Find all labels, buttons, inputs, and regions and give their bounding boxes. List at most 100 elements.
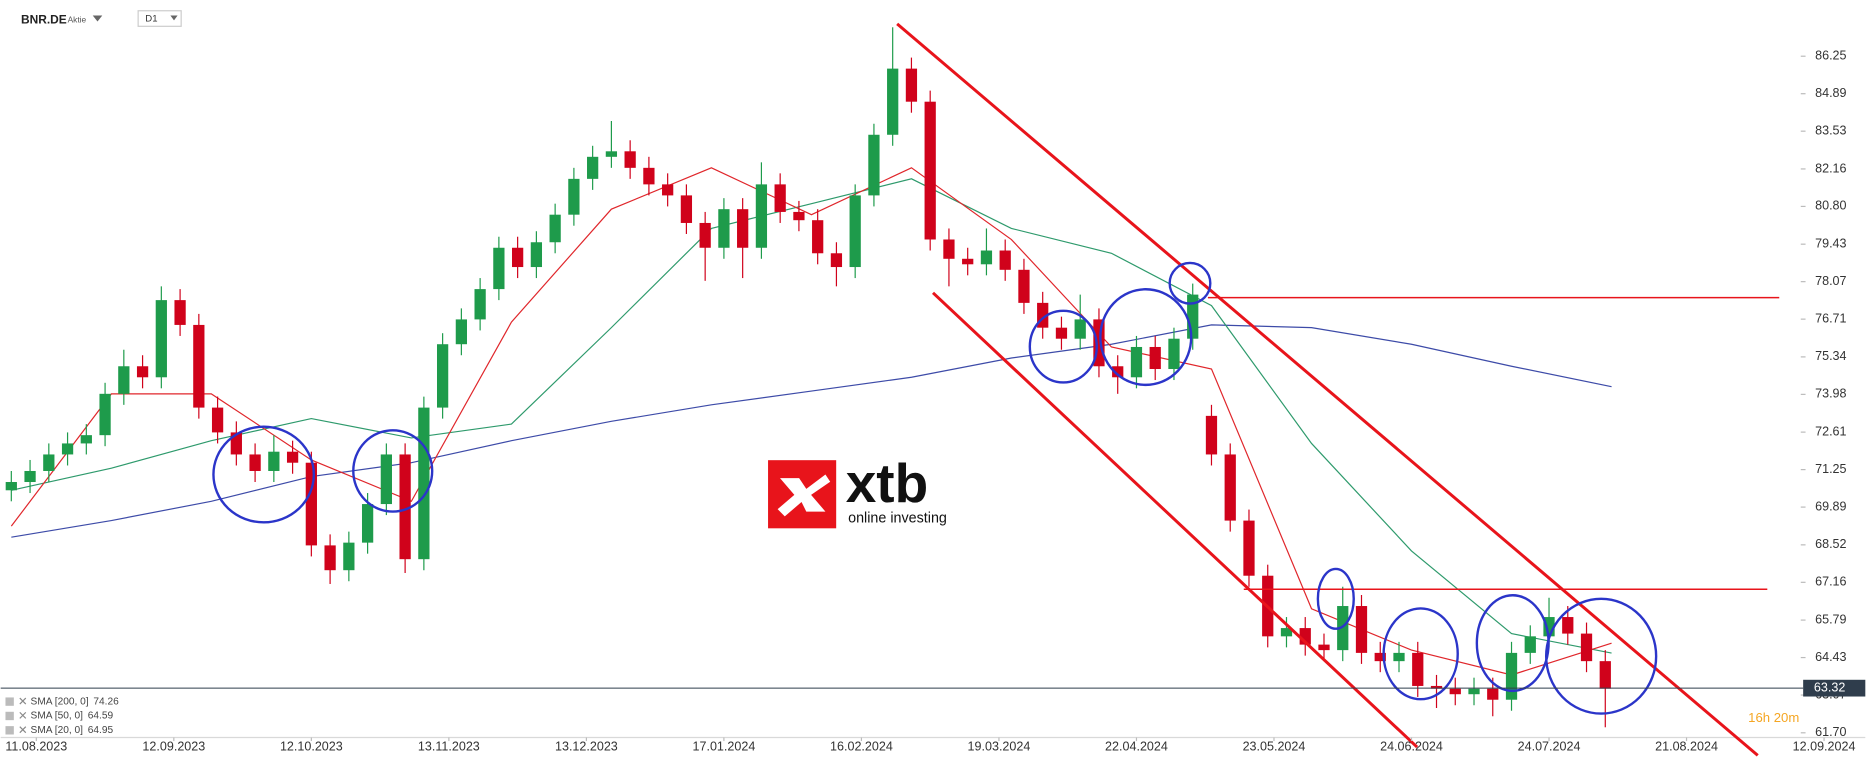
candle-body — [1093, 319, 1105, 367]
candle-body — [361, 504, 374, 543]
candle-body — [1430, 685, 1443, 689]
timeframe-box[interactable] — [137, 10, 182, 27]
legend-name: SMA [50, 0] — [31, 711, 84, 722]
candle-body — [812, 220, 824, 254]
x-tick-label: 11.08.2023 — [5, 739, 67, 753]
candle-body — [268, 451, 280, 471]
candle-body — [1130, 346, 1143, 378]
y-tick-label: 79.43 — [1815, 236, 1846, 250]
x-tick-label: 17.01.2024 — [693, 739, 756, 753]
candle-body — [5, 482, 17, 491]
circle — [1316, 567, 1355, 630]
x-tick-label: 12.09.2024 — [1793, 739, 1856, 753]
candle-body — [286, 451, 299, 463]
legend-close — [19, 726, 27, 734]
candle-body — [455, 319, 467, 345]
candle-body — [305, 462, 317, 546]
candle-body — [1149, 346, 1161, 370]
circle — [1382, 607, 1459, 701]
x-tick-label: 16.02.2024 — [830, 739, 893, 753]
candle-body — [211, 407, 224, 433]
symbol-dropdown[interactable] — [92, 15, 103, 22]
logo-tagline: online investing — [848, 511, 947, 527]
candle-body — [1280, 628, 1293, 637]
legend: SMA [200, 0] 74.26 SMA [50, 0] 64.59 SMA [20… — [5, 696, 119, 736]
candle-body — [1487, 688, 1499, 700]
candle-body — [1355, 606, 1368, 653]
legend-value: 64.59 — [88, 711, 114, 722]
last-price-label: 63.32 — [1814, 680, 1845, 694]
candle-body — [324, 545, 336, 571]
y-tick-label: 68.52 — [1815, 537, 1846, 551]
channel-lower — [931, 291, 1419, 749]
candle-body — [530, 242, 543, 268]
x-tick-label: 22.04.2024 — [1105, 739, 1168, 753]
circle — [212, 425, 316, 524]
legend-value: 64.95 — [88, 725, 114, 736]
circle — [352, 429, 434, 513]
candle-body — [905, 68, 918, 102]
candle-body — [80, 435, 92, 444]
circle — [1544, 597, 1658, 715]
candle-body — [193, 324, 205, 408]
candle-body — [549, 214, 561, 243]
candle-body — [1055, 327, 1068, 339]
legend-name: SMA [200, 0] — [31, 696, 89, 707]
logo: xtb online investing — [768, 452, 947, 529]
candle-body — [418, 407, 430, 560]
candle-body — [980, 250, 993, 265]
x-tick-label: 24.06.2024 — [1380, 739, 1443, 753]
candle-body — [1243, 520, 1255, 576]
circle — [1168, 261, 1212, 305]
candle-body — [774, 184, 786, 212]
y-tick-label: 83.53 — [1815, 123, 1846, 137]
timeframe: D1 — [145, 14, 157, 25]
candle-body — [61, 443, 74, 455]
y-tick-label: 84.89 — [1815, 86, 1846, 100]
x-tick-label: 21.08.2024 — [1655, 739, 1718, 753]
candle-body — [1018, 269, 1030, 303]
candle-body — [1562, 617, 1574, 634]
candle-body — [436, 344, 449, 408]
candle-body — [830, 253, 843, 268]
candle-body — [155, 300, 167, 378]
x-tick-label: 13.12.2023 — [555, 739, 618, 753]
y-tick-label: 67.16 — [1815, 575, 1846, 589]
candle-body — [587, 156, 599, 179]
candle-body — [1505, 652, 1518, 700]
x-tick-label: 19.03.2024 — [968, 739, 1031, 753]
candle-body — [680, 195, 693, 223]
y-tick-label: 76.71 — [1815, 311, 1846, 325]
instrument-kind: Aktie — [68, 15, 87, 25]
y-tick-label: 64.43 — [1815, 650, 1846, 664]
last-price-badge — [1803, 679, 1866, 697]
axis-layer: 86.25 84.89 83.53 82.16 80.80 79.43 78.07 76.71… — [0, 49, 1866, 753]
candle-body — [943, 239, 955, 259]
candle-body — [118, 366, 130, 394]
timeframe-dropdown — [170, 15, 178, 21]
candle-body — [1074, 319, 1086, 339]
candle-body — [380, 454, 392, 505]
candle-body — [699, 222, 711, 248]
y-tick-label: 86.25 — [1815, 49, 1846, 63]
candle-body — [1168, 338, 1180, 370]
y-tick-label: 65.79 — [1815, 612, 1846, 626]
candle-body — [999, 250, 1011, 270]
x-tick-label: 23.05.2024 — [1243, 739, 1306, 753]
symbol: BNR.DE — [21, 12, 67, 26]
candle-body — [1524, 636, 1536, 653]
x-tick-label: 12.09.2023 — [142, 739, 205, 753]
legend-name: SMA [20, 0] — [31, 725, 84, 736]
y-tick-label: 69.89 — [1815, 499, 1846, 513]
candle-layer — [5, 27, 1611, 728]
candle-body — [1337, 606, 1349, 651]
candle-body — [230, 432, 242, 455]
candle-body — [174, 300, 186, 325]
candle-body — [662, 184, 674, 196]
candle-body — [1112, 366, 1124, 378]
y-tick-label: 72.61 — [1815, 424, 1846, 438]
candle-body — [1224, 454, 1236, 521]
candle-body — [1599, 661, 1611, 689]
annotations — [896, 22, 1780, 757]
